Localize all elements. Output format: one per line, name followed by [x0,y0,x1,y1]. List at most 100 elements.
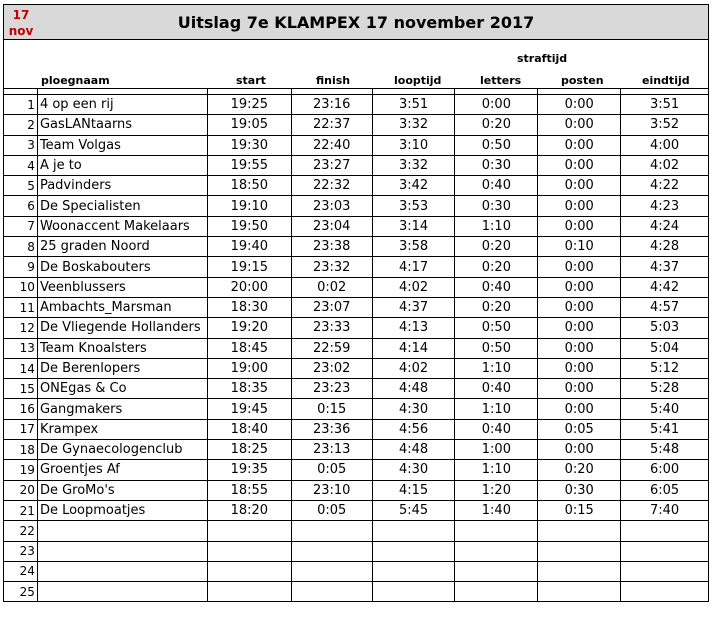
eindtijd-cell [620,581,709,603]
column-header-area: straftijd ploegnaam start finish looptij… [3,40,709,88]
table-row: 18 De Gynaecologenclub 18:25 23:13 4:48 1:00 0… [3,439,709,461]
team-name-cell: Woonaccent Makelaars [36,215,208,238]
looptijd-cell: 4:15 [371,479,456,501]
rank-cell: 9 [3,256,38,278]
rank-cell: 5 [3,175,38,197]
start-cell: 20:00 [206,276,292,298]
posten-cell: 0:00 [537,439,622,461]
eindtijd-cell: 4:57 [620,296,709,319]
letters-cell: 0:50 [454,337,539,359]
letters-cell: 1:20 [454,479,539,501]
start-cell: 19:50 [206,215,292,238]
table-row: 15 ONEgas & Co 18:35 23:23 4:48 0:40 0:00 5:28 [3,378,709,400]
finish-cell [290,540,373,562]
eindtijd-cell [620,560,709,583]
finish-cell: 22:40 [290,134,373,156]
finish-cell: 23:03 [290,195,373,217]
eindtijd-cell: 3:51 [620,93,709,116]
team-name-cell: A je to [36,154,208,177]
team-name-cell: GasLANtaarns [36,114,208,136]
team-name-cell [36,581,208,603]
rank-cell: 24 [3,560,38,583]
table-row: 9 De Boskabouters 19:15 23:32 4:17 0:20 0:00 4:… [3,256,709,278]
rank-cell: 25 [3,581,38,603]
eindtijd-cell: 6:05 [620,479,709,501]
start-cell: 18:40 [206,418,292,441]
finish-cell: 22:32 [290,175,373,197]
looptijd-cell [371,560,456,583]
team-name-cell: Krampex [36,418,208,441]
team-name-cell: De Vliegende Hollanders [36,317,208,339]
letters-cell: 0:30 [454,195,539,217]
start-cell: 18:45 [206,337,292,359]
letters-cell [454,520,539,542]
letters-cell: 0:40 [454,418,539,441]
header-looptijd: looptijd [394,74,442,87]
eindtijd-cell: 5:28 [620,378,709,400]
team-name-cell: De Loopmoatjes [36,499,208,522]
letters-cell: 0:40 [454,175,539,197]
finish-cell: 23:33 [290,317,373,339]
letters-cell: 0:20 [454,296,539,319]
header-posten: posten [561,74,604,87]
looptijd-cell: 4:48 [371,378,456,400]
eindtijd-cell: 5:12 [620,357,709,380]
eindtijd-cell: 3:52 [620,114,709,136]
rank-cell: 6 [3,195,38,217]
posten-cell: 0:00 [537,154,622,177]
posten-cell: 0:00 [537,114,622,136]
letters-cell: 0:40 [454,378,539,400]
eindtijd-cell: 4:28 [620,236,709,258]
team-name-cell [36,560,208,583]
team-name-cell: Groentjes Af [36,459,208,481]
team-name-cell [36,520,208,542]
date-badge-month: nov [8,24,34,38]
table-row: 19 Groentjes Af 19:35 0:05 4:30 1:10 0:20 6:00 [3,459,709,481]
eindtijd-cell: 5:40 [620,398,709,420]
eindtijd-cell: 5:03 [620,317,709,339]
finish-cell: 23:02 [290,357,373,380]
looptijd-cell [371,581,456,603]
letters-cell [454,540,539,562]
finish-cell [290,520,373,542]
start-cell: 19:25 [206,93,292,116]
looptijd-cell: 3:51 [371,93,456,116]
eindtijd-cell: 4:24 [620,215,709,238]
rank-cell: 1 [3,93,38,116]
start-cell: 18:30 [206,296,292,319]
eindtijd-cell: 4:02 [620,154,709,177]
header-eindtijd: eindtijd [642,74,690,87]
start-cell: 18:35 [206,378,292,400]
posten-cell [537,540,622,562]
start-cell: 18:25 [206,439,292,461]
eindtijd-cell: 4:23 [620,195,709,217]
posten-cell: 0:00 [537,398,622,420]
header-letters: letters [480,74,522,87]
results-sheet: 17 nov Uitslag 7e KLAMPEX 17 november 20… [3,4,709,614]
table-row: 5 Padvinders 18:50 22:32 3:42 0:40 0:00 4:22 [3,175,709,197]
posten-cell: 0:00 [537,337,622,359]
eindtijd-cell: 5:41 [620,418,709,441]
rank-cell: 12 [3,317,38,339]
eindtijd-cell: 4:42 [620,276,709,298]
looptijd-cell: 3:14 [371,215,456,238]
header-ploegnaam: ploegnaam [41,74,110,87]
table-row: 2 GasLANtaarns 19:05 22:37 3:32 0:20 0:00 3:52 [3,114,709,136]
team-name-cell: De Berenlopers [36,357,208,380]
letters-cell [454,581,539,603]
finish-cell: 0:05 [290,459,373,481]
start-cell: 18:50 [206,175,292,197]
table-row: 22 [3,520,709,542]
letters-cell: 0:20 [454,236,539,258]
looptijd-cell: 3:32 [371,114,456,136]
table-row: 7 Woonaccent Makelaars 19:50 23:04 3:14 1:10 0… [3,215,709,238]
posten-cell: 0:30 [537,479,622,501]
eindtijd-cell [620,520,709,542]
rank-cell: 15 [3,378,38,400]
finish-cell: 23:10 [290,479,373,501]
table-row: 20 De GroMo's 18:55 23:10 4:15 1:20 0:30 6:05 [3,479,709,501]
team-name-cell: De Boskabouters [36,256,208,278]
start-cell: 19:10 [206,195,292,217]
finish-cell: 23:07 [290,296,373,319]
